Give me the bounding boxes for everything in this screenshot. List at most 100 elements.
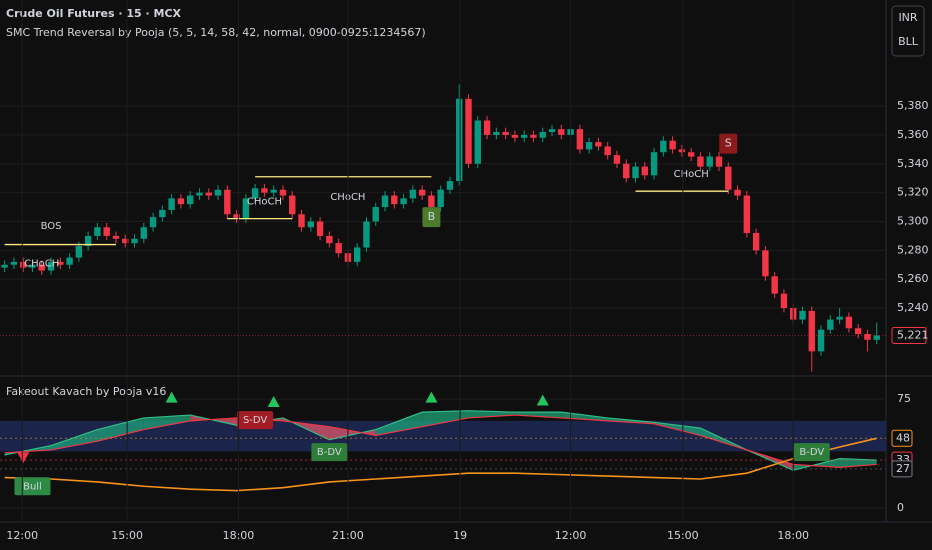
candle-body bbox=[242, 198, 250, 219]
candle-body bbox=[326, 235, 333, 244]
candle-body bbox=[808, 310, 815, 352]
candle-body bbox=[103, 227, 110, 236]
y-tick-label: 5,360 bbox=[897, 128, 929, 141]
candle-body bbox=[520, 134, 528, 138]
candle-body bbox=[548, 129, 556, 133]
candle-body bbox=[372, 207, 379, 222]
oscillator-fill bbox=[51, 429, 98, 450]
value-tag-label: 48 bbox=[896, 431, 910, 444]
y-tick-label: 0 bbox=[897, 501, 904, 514]
candle-body bbox=[381, 195, 389, 208]
candle-body bbox=[363, 221, 370, 248]
candle-body bbox=[316, 221, 324, 236]
candle-body bbox=[270, 189, 277, 193]
oscillator-fill bbox=[422, 410, 469, 427]
y-tick-label: 5,320 bbox=[897, 186, 929, 199]
unit-button[interactable]: BLL bbox=[898, 35, 919, 48]
x-tick-label: 18:00 bbox=[777, 529, 809, 542]
x-tick-label: 21:00 bbox=[332, 529, 364, 542]
x-tick-label: 12:00 bbox=[555, 529, 587, 542]
candle-body bbox=[493, 132, 500, 135]
candle-body bbox=[864, 334, 871, 340]
signal-badge bbox=[719, 133, 738, 154]
candle-body bbox=[632, 166, 639, 179]
value-tag bbox=[891, 460, 913, 478]
candle-body bbox=[836, 316, 843, 320]
oscillator-title: Fakeout Kavach by Pooja v16 bbox=[6, 385, 166, 398]
candle-body bbox=[214, 189, 222, 196]
candle-body bbox=[530, 134, 537, 138]
candle-body bbox=[734, 189, 741, 196]
candle-body bbox=[706, 156, 713, 167]
candle-body bbox=[418, 189, 426, 196]
divergence-label: B-DV bbox=[317, 447, 342, 458]
candle-body bbox=[10, 261, 18, 265]
candle-body bbox=[660, 140, 667, 153]
candle-body bbox=[483, 120, 491, 135]
oscillator-fill bbox=[514, 412, 562, 418]
x-tick-label: 12:00 bbox=[6, 529, 38, 542]
candle-body bbox=[84, 235, 92, 247]
x-tick-label: 19 bbox=[453, 529, 467, 542]
divergence-badge bbox=[311, 443, 348, 462]
candle-body bbox=[279, 189, 287, 196]
candle-body bbox=[112, 235, 120, 239]
last-price-tag bbox=[891, 326, 927, 344]
y-tick-label: 5,380 bbox=[897, 99, 929, 112]
candle-body bbox=[131, 238, 138, 244]
candle-body bbox=[446, 181, 454, 190]
signal-badge bbox=[422, 207, 441, 228]
oscillator-fill bbox=[97, 417, 144, 442]
candle-body bbox=[353, 247, 361, 262]
candle-body bbox=[873, 335, 880, 340]
candle-body bbox=[289, 195, 296, 215]
candle-body bbox=[613, 155, 621, 164]
candle-body bbox=[539, 132, 546, 138]
x-tick-label: 18:00 bbox=[223, 529, 255, 542]
candle-body bbox=[595, 142, 602, 147]
candle-body bbox=[474, 120, 481, 164]
currency-button[interactable]: INR bbox=[898, 11, 917, 24]
candle-body bbox=[140, 227, 148, 239]
candle-body bbox=[428, 195, 435, 208]
divergence-label: Bull bbox=[23, 481, 42, 492]
candle-body bbox=[66, 257, 73, 265]
candle-body bbox=[168, 198, 175, 210]
candle-body bbox=[409, 189, 417, 199]
oscillator-line bbox=[4, 410, 877, 471]
candle-body bbox=[205, 192, 212, 196]
y-tick-label: 5,260 bbox=[897, 272, 929, 285]
oscillator-line bbox=[4, 437, 877, 492]
currency-box[interactable] bbox=[891, 5, 925, 57]
oscillator-fill bbox=[375, 412, 423, 436]
candle-body bbox=[771, 276, 778, 294]
candle-body bbox=[576, 129, 584, 150]
candle-body bbox=[391, 195, 398, 205]
candle-body bbox=[186, 195, 194, 205]
signal-triangle bbox=[536, 394, 549, 406]
candle-body bbox=[29, 264, 36, 268]
candle-body bbox=[780, 293, 788, 309]
candle-body bbox=[233, 214, 240, 219]
candle-body bbox=[94, 227, 101, 236]
candle-body bbox=[75, 246, 83, 258]
candle-body bbox=[19, 261, 27, 268]
candle-body bbox=[799, 310, 806, 320]
indicator-title: SMC Trend Reversal by Pooja (5, 5, 14, 5… bbox=[6, 26, 426, 39]
candle-body bbox=[650, 152, 658, 176]
y-tick-label: 5,300 bbox=[897, 214, 929, 227]
x-tick-label: 15:00 bbox=[111, 529, 143, 542]
candle-body bbox=[251, 188, 259, 199]
candle-body bbox=[400, 198, 407, 205]
value-tag-label: 27 bbox=[896, 462, 910, 475]
value-tag bbox=[891, 429, 913, 447]
signal-label: B bbox=[428, 210, 436, 223]
divergence-badge bbox=[14, 477, 51, 496]
candle-body bbox=[715, 156, 723, 167]
candle-body bbox=[122, 238, 129, 244]
candle-body bbox=[307, 221, 314, 228]
candle-body bbox=[752, 233, 760, 251]
divergence-label: S-DV bbox=[243, 415, 267, 426]
